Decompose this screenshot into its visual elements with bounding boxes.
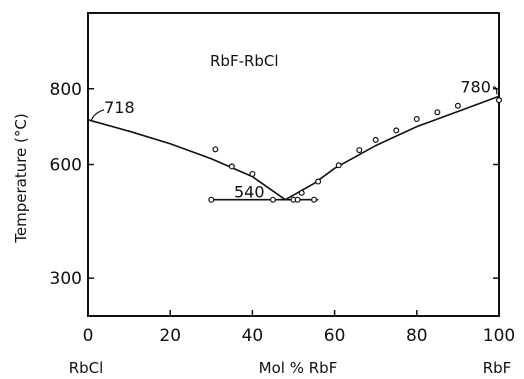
x-end-label-right: RbF [483,359,512,377]
data-point [208,196,215,203]
data-point [454,102,461,109]
data-point [269,196,276,203]
x-tick-label: 20 [159,326,181,346]
data-point [212,146,219,153]
data-point [413,116,420,123]
y-tick-label: 600 [50,156,82,176]
data-point [434,109,441,116]
data-point [372,136,379,143]
annotation-label: 718 [104,98,135,117]
chart-title: RbF-RbCl [210,52,279,70]
liquidus-left-line [87,119,286,201]
annotation-leader [90,109,105,122]
data-point [315,178,322,185]
x-end-label-left: RbCl [69,359,104,377]
x-tick-label: 80 [406,326,428,346]
plot-frame [87,12,500,317]
data-point [335,162,342,169]
x-axis-label: Mol % RbF [259,359,338,377]
data-point [228,163,235,170]
data-point [393,127,400,134]
data-point [249,170,256,177]
data-point [496,97,503,104]
annotation-label: 540 [234,182,265,201]
annotation-leader [492,86,498,95]
data-points [208,97,503,203]
liquidus-right-line [284,95,500,201]
annotations: 718 540 780 [90,77,498,201]
data-point [311,196,318,203]
x-tick-label: 60 [324,326,346,346]
data-point [356,147,363,154]
data-point [298,189,305,196]
y-tick-label: 300 [50,269,82,289]
x-tick-label: 40 [242,326,264,346]
y-axis-label: Temperature (°C) [12,113,30,243]
axis-ticks: 0 20 40 60 80 100 300 600 800 [50,80,516,346]
x-tick-label: 0 [83,326,94,346]
x-tick-label: 100 [483,326,515,346]
annotation-label: 780 [460,77,491,96]
y-tick-label: 800 [50,80,82,100]
data-point [294,196,301,203]
